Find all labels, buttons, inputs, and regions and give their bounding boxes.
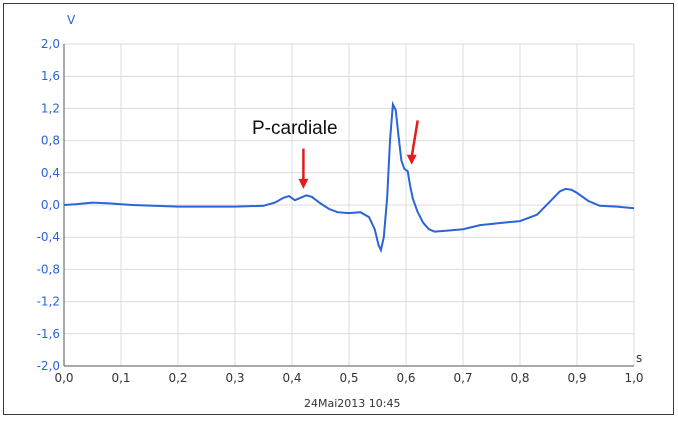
- x-axis-unit: s: [636, 351, 642, 365]
- x-tick-label: 0,0: [54, 371, 73, 385]
- x-tick-label: 0,6: [396, 371, 415, 385]
- x-tick-label: 1,0: [624, 371, 643, 385]
- x-tick-label: 0,2: [168, 371, 187, 385]
- y-tick-label: -1,6: [37, 327, 60, 341]
- y-tick-label: 0,8: [41, 134, 60, 148]
- x-tick-label: 0,5: [339, 371, 358, 385]
- x-tick-label: 0,4: [282, 371, 301, 385]
- red-arrow-1: [298, 148, 309, 189]
- x-tick-label: 0,1: [111, 371, 130, 385]
- x-axis-ticks: 0,0 0,1 0,2 0,3 0,4 0,5 0,6 0,7 0,8 0,9 1,0: [54, 371, 643, 385]
- chart-frame: 2,0 1,6 1,2 0,8 0,4 0,0 -0,4 -0,8 -1,2 -1,6 -2,0 0…: [3, 3, 674, 415]
- y-tick-label: -0,4: [37, 230, 60, 244]
- y-tick-label: 0,0: [41, 198, 60, 212]
- arrows: [298, 120, 419, 189]
- x-tick-label: 0,7: [453, 371, 472, 385]
- timestamp: 24Mai2013 10:45: [304, 397, 400, 410]
- y-axis-unit: V: [67, 13, 76, 27]
- x-tick-label: 0,8: [510, 371, 529, 385]
- y-tick-label: -1,2: [37, 295, 60, 309]
- x-tick-label: 0,3: [225, 371, 244, 385]
- p-cardiale-annotation: P-cardiale: [252, 118, 338, 139]
- y-tick-label: 2,0: [41, 37, 60, 51]
- y-tick-label: -2,0: [37, 359, 60, 373]
- y-axis-ticks: 2,0 1,6 1,2 0,8 0,4 0,0 -0,4 -0,8 -1,2 -1,6 -2,0: [37, 37, 60, 373]
- y-tick-label: 1,2: [41, 101, 60, 115]
- ecg-chart: 2,0 1,6 1,2 0,8 0,4 0,0 -0,4 -0,8 -1,2 -1,6 -2,0 0…: [37, 13, 644, 410]
- ecg-trace-line: [63, 100, 635, 254]
- x-tick-label: 0,9: [567, 371, 586, 385]
- grid: [63, 43, 635, 367]
- y-tick-label: 0,4: [41, 166, 60, 180]
- red-arrow-2: [406, 120, 419, 165]
- y-tick-label: 1,6: [41, 69, 60, 83]
- y-tick-label: -0,8: [37, 262, 60, 276]
